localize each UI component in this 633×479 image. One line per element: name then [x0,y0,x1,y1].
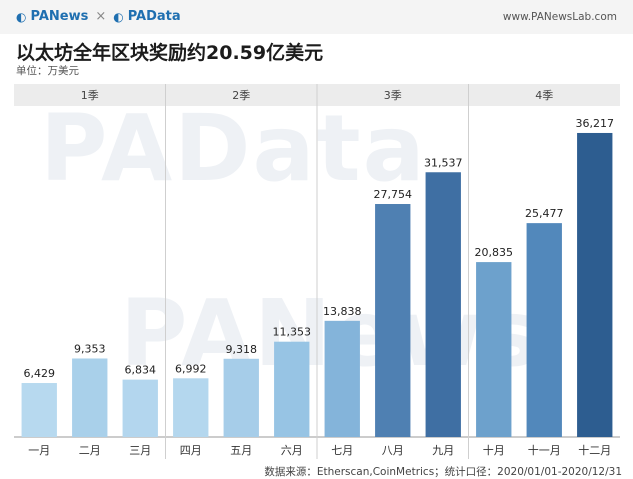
bar-value-label: 13,838 [323,305,362,318]
brand: ◐ PANews × ◐ PAData [16,9,181,24]
bar-value-label: 27,754 [374,188,413,201]
x-tick-label: 十一月 [528,443,561,457]
bar-value-label: 6,992 [175,362,207,375]
x-tick-label: 一月 [28,444,50,457]
padata-logo-icon: ◐ [113,9,124,24]
x-tick-label: 七月 [331,444,353,457]
x-tick-label: 五月 [230,444,252,457]
bar [21,383,57,437]
bar-value-label: 6,429 [24,367,56,380]
site-url: www.PANewsLab.com [502,11,617,23]
x-tick-label: 九月 [432,444,454,457]
panews-logo-icon: ◐ [16,9,27,24]
bar [274,341,310,437]
top-bar [0,0,633,34]
unit-label: 单位：万美元 [16,65,79,77]
x-tick-label: 八月 [382,444,404,457]
x-tick-label: 十月 [483,443,505,457]
x-tick-label: 六月 [281,444,303,457]
data-source-footer: 数据来源：Etherscan,CoinMetrics；统计口径：2020/01/… [264,466,622,478]
brand-left: PANews [30,9,89,24]
bar [375,204,411,437]
bar-value-label: 11,353 [273,326,312,339]
bar [577,132,613,437]
brand-separator: × [95,9,107,24]
bar [223,358,259,437]
bar [476,262,512,437]
page-title: 以太坊全年区块奖励约20.59亿美元 [16,42,324,64]
bar-value-label: 6,834 [125,364,157,377]
quarter-label: 2季 [232,89,250,102]
bar [122,379,158,437]
brand-right: PAData [127,9,181,24]
bar-value-label: 36,217 [576,117,615,130]
quarter-label: 3季 [384,89,402,102]
x-tick-label: 三月 [129,444,151,457]
bar [425,172,461,437]
bar [72,358,108,437]
bar-value-label: 9,318 [226,343,258,356]
bar [173,378,209,437]
x-tick-label: 十二月 [578,443,611,457]
x-tick-label: 四月 [180,444,202,457]
quarter-label: 1季 [81,89,99,102]
bar-value-label: 31,537 [424,156,463,169]
x-tick-label: 二月 [79,444,101,457]
bar [526,223,562,437]
bar-value-label: 20,835 [475,246,514,259]
bar [324,320,360,437]
quarter-label: 4季 [535,89,553,102]
bar-value-label: 25,477 [525,207,564,220]
bar-value-label: 9,353 [74,342,106,355]
